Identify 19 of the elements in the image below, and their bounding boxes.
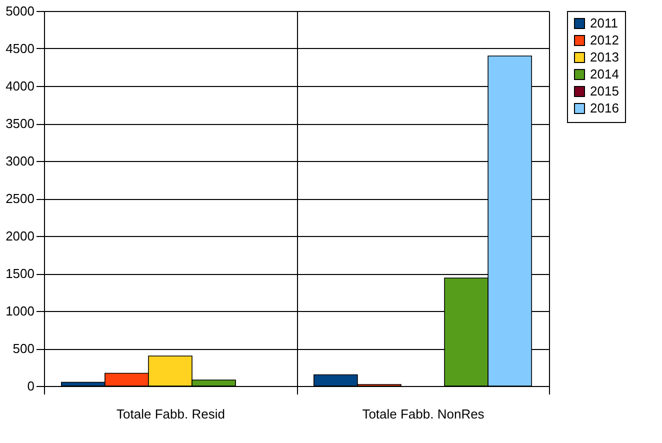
y-tick-label: 0	[27, 378, 34, 394]
y-tick-label: 4500	[6, 41, 34, 56]
legend-label: 2014	[590, 66, 619, 82]
y-tick-label: 500	[12, 341, 34, 356]
legend-label: 2013	[590, 50, 619, 64]
y-tick-label: 1500	[6, 266, 34, 281]
legend-label: 2015	[590, 84, 619, 98]
y-tick-label: 3500	[6, 116, 34, 131]
legend-label: 2011	[590, 16, 618, 30]
legend-label: 2016	[590, 100, 619, 116]
x-tick-label: Totale Fabb. Resid	[116, 406, 225, 422]
y-tick-label: 3000	[6, 154, 34, 168]
y-tick-label: 2500	[6, 191, 34, 206]
y-tick-label: 5000	[6, 4, 34, 18]
y-tick-label: 2000	[6, 228, 34, 244]
y-tick-label: 1000	[6, 304, 34, 318]
y-tick-label: 4000	[6, 78, 34, 94]
x-tick-label: Totale Fabb. NonRes	[362, 406, 485, 422]
legend-label: 2012	[590, 32, 619, 48]
